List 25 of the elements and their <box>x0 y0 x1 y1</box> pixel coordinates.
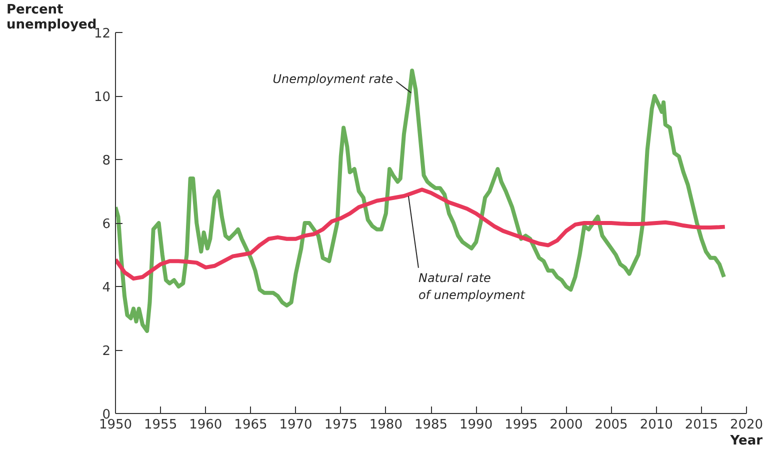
x-tick-label: 1965 <box>234 418 268 432</box>
x-tick-label: 2015 <box>684 418 718 432</box>
x-tick-label: 1995 <box>504 418 538 432</box>
x-tick-label: 1980 <box>369 418 402 432</box>
x-axis-title: Year <box>729 434 764 448</box>
y-tick-label: 6 <box>102 217 111 232</box>
x-tick-label: 2020 <box>730 418 764 432</box>
x-tick-label: 2000 <box>550 418 583 432</box>
y-tick-label: 8 <box>102 154 111 168</box>
y-axis-title: Percent unemployed <box>6 2 97 32</box>
x-tick-label: 1955 <box>144 418 178 432</box>
line-series <box>116 188 727 281</box>
annotation: Unemployment rate <box>272 72 394 86</box>
y-tick-label: 4 <box>102 280 111 296</box>
x-tick-label: 1970 <box>279 418 312 432</box>
y-tick-label: 10 <box>94 90 111 105</box>
x-tick-label: 1985 <box>414 418 448 432</box>
x-tick-label: 1975 <box>324 418 358 432</box>
annotation: Natural rate of unemployment <box>418 271 526 302</box>
y-tick-label: 2 <box>102 344 111 359</box>
x-tick-label: 1960 <box>189 418 222 432</box>
x-tick-label: 1990 <box>460 418 493 432</box>
x-tick-label: 2010 <box>640 418 673 432</box>
x-tick-label: 2005 <box>594 418 628 432</box>
line-series <box>116 68 726 333</box>
